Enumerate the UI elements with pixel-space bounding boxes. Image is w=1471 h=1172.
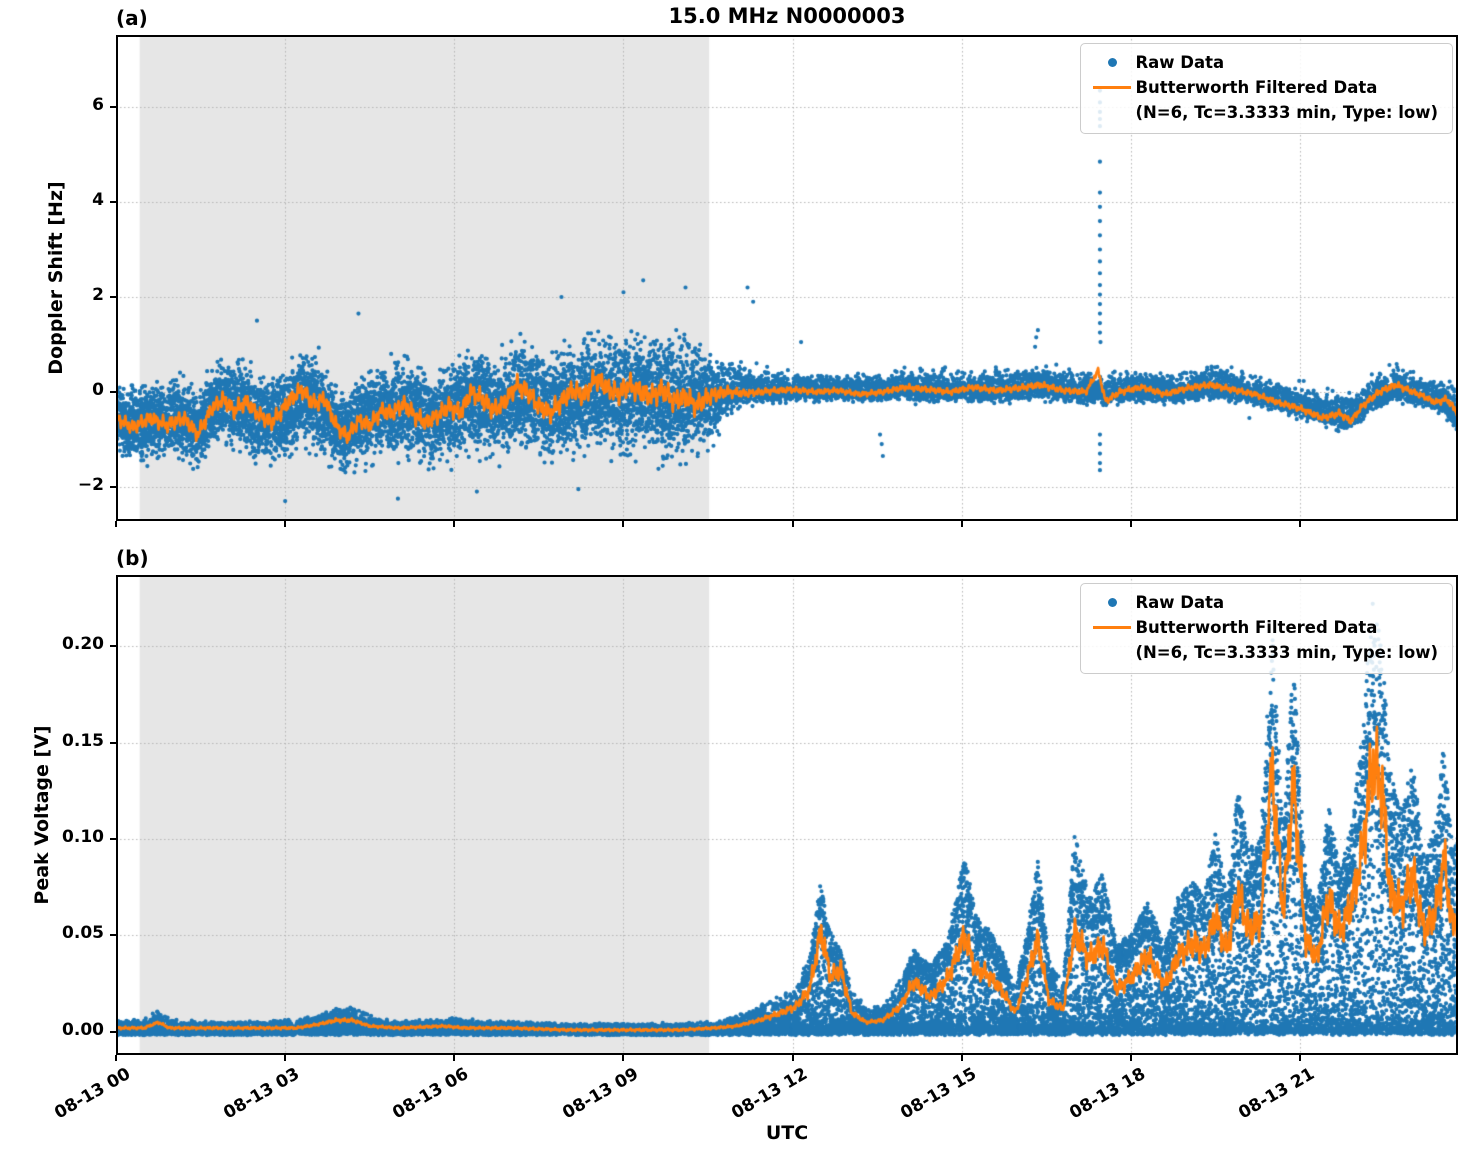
y-tick-label: 0.15	[62, 730, 104, 751]
x-tick-label: 08-13 12	[727, 1064, 811, 1124]
y-tick-mark	[110, 838, 116, 841]
y-tick-label: 0.05	[62, 923, 104, 944]
y-tick-label: 0	[92, 379, 104, 400]
x-tick-label: 08-13 00	[51, 1064, 134, 1124]
filtered-line-icon	[1093, 85, 1132, 90]
panel-a-ylabel: Doppler Shift [Hz]	[45, 181, 67, 375]
panel-b-frame	[116, 575, 1458, 1055]
y-tick-label: 4	[92, 190, 104, 211]
filtered-line-marker-icon	[1089, 625, 1135, 630]
x-tick-mark	[1299, 521, 1302, 527]
x-tick-label: 08-13 09	[558, 1064, 642, 1124]
y-tick-label: 0.10	[62, 827, 104, 848]
x-tick-mark	[1299, 1055, 1302, 1061]
y-tick-label: 0.20	[62, 634, 104, 655]
x-axis-label: UTC	[765, 1122, 809, 1144]
x-tick-mark	[791, 1055, 794, 1061]
x-tick-mark	[453, 521, 456, 527]
x-tick-mark	[622, 521, 625, 527]
panel-b-ylabel: Peak Voltage [V]	[31, 725, 53, 905]
legend-filtered-label: Butterworth Filtered Data	[1135, 78, 1378, 97]
x-tick-label: 08-13 18	[1066, 1064, 1149, 1124]
legend-raw-label: Raw Data	[1135, 53, 1225, 72]
y-tick-mark	[110, 1030, 116, 1033]
raw-data-marker-icon	[1089, 58, 1135, 67]
panel-a-frame	[116, 35, 1458, 521]
y-tick-label: 6	[92, 95, 104, 116]
panel-a-legend: Raw Data Butterworth Filtered Data (N=6,…	[1080, 43, 1453, 134]
x-tick-mark	[960, 521, 963, 527]
figure-title: 15.0 MHz N0000003	[668, 4, 906, 28]
x-tick-mark	[1129, 1055, 1132, 1061]
x-tick-mark	[115, 521, 117, 527]
panel-b-label: (b)	[116, 546, 149, 570]
panel-a-label: (a)	[116, 6, 148, 30]
filtered-line-icon	[1093, 625, 1132, 630]
y-tick-mark	[110, 295, 116, 298]
legend-raw-row: Raw Data	[1089, 590, 1438, 615]
y-tick-mark	[110, 201, 116, 204]
y-tick-mark	[110, 934, 116, 937]
y-tick-mark	[110, 390, 116, 393]
legend-filtered-sublabel: (N=6, Tc=3.3333 min, Type: low)	[1135, 643, 1438, 662]
x-tick-mark	[622, 1055, 625, 1061]
filtered-line-marker-icon	[1089, 85, 1135, 90]
y-tick-mark	[110, 645, 116, 648]
raw-dot-icon	[1107, 598, 1117, 607]
legend-raw-label: Raw Data	[1135, 593, 1225, 612]
legend-filtered-label: Butterworth Filtered Data	[1135, 618, 1378, 637]
y-tick-mark	[110, 106, 116, 109]
legend-filtered-sublabel: (N=6, Tc=3.3333 min, Type: low)	[1135, 103, 1438, 122]
x-tick-label: 08-13 06	[389, 1064, 473, 1124]
y-tick-label: −2	[77, 474, 104, 495]
x-tick-label: 08-13 21	[1235, 1064, 1319, 1124]
legend-filtered-row: Butterworth Filtered Data	[1089, 75, 1438, 100]
raw-data-marker-icon	[1089, 598, 1135, 607]
x-tick-label: 08-13 03	[220, 1064, 304, 1124]
legend-raw-row: Raw Data	[1089, 50, 1438, 75]
y-tick-mark	[110, 741, 116, 744]
y-tick-mark	[110, 485, 116, 488]
x-tick-mark	[284, 521, 287, 527]
legend-filtered-row: Butterworth Filtered Data	[1089, 615, 1438, 640]
raw-dot-icon	[1107, 58, 1117, 67]
x-tick-mark	[1129, 521, 1132, 527]
x-tick-mark	[791, 521, 794, 527]
y-tick-label: 2	[92, 284, 104, 305]
x-tick-mark	[115, 1055, 117, 1061]
x-tick-mark	[453, 1055, 456, 1061]
y-tick-label: 0.00	[62, 1019, 104, 1040]
x-tick-mark	[960, 1055, 963, 1061]
x-tick-label: 08-13 15	[897, 1064, 980, 1124]
x-tick-mark	[284, 1055, 287, 1061]
panel-b-legend: Raw Data Butterworth Filtered Data (N=6,…	[1080, 583, 1453, 674]
